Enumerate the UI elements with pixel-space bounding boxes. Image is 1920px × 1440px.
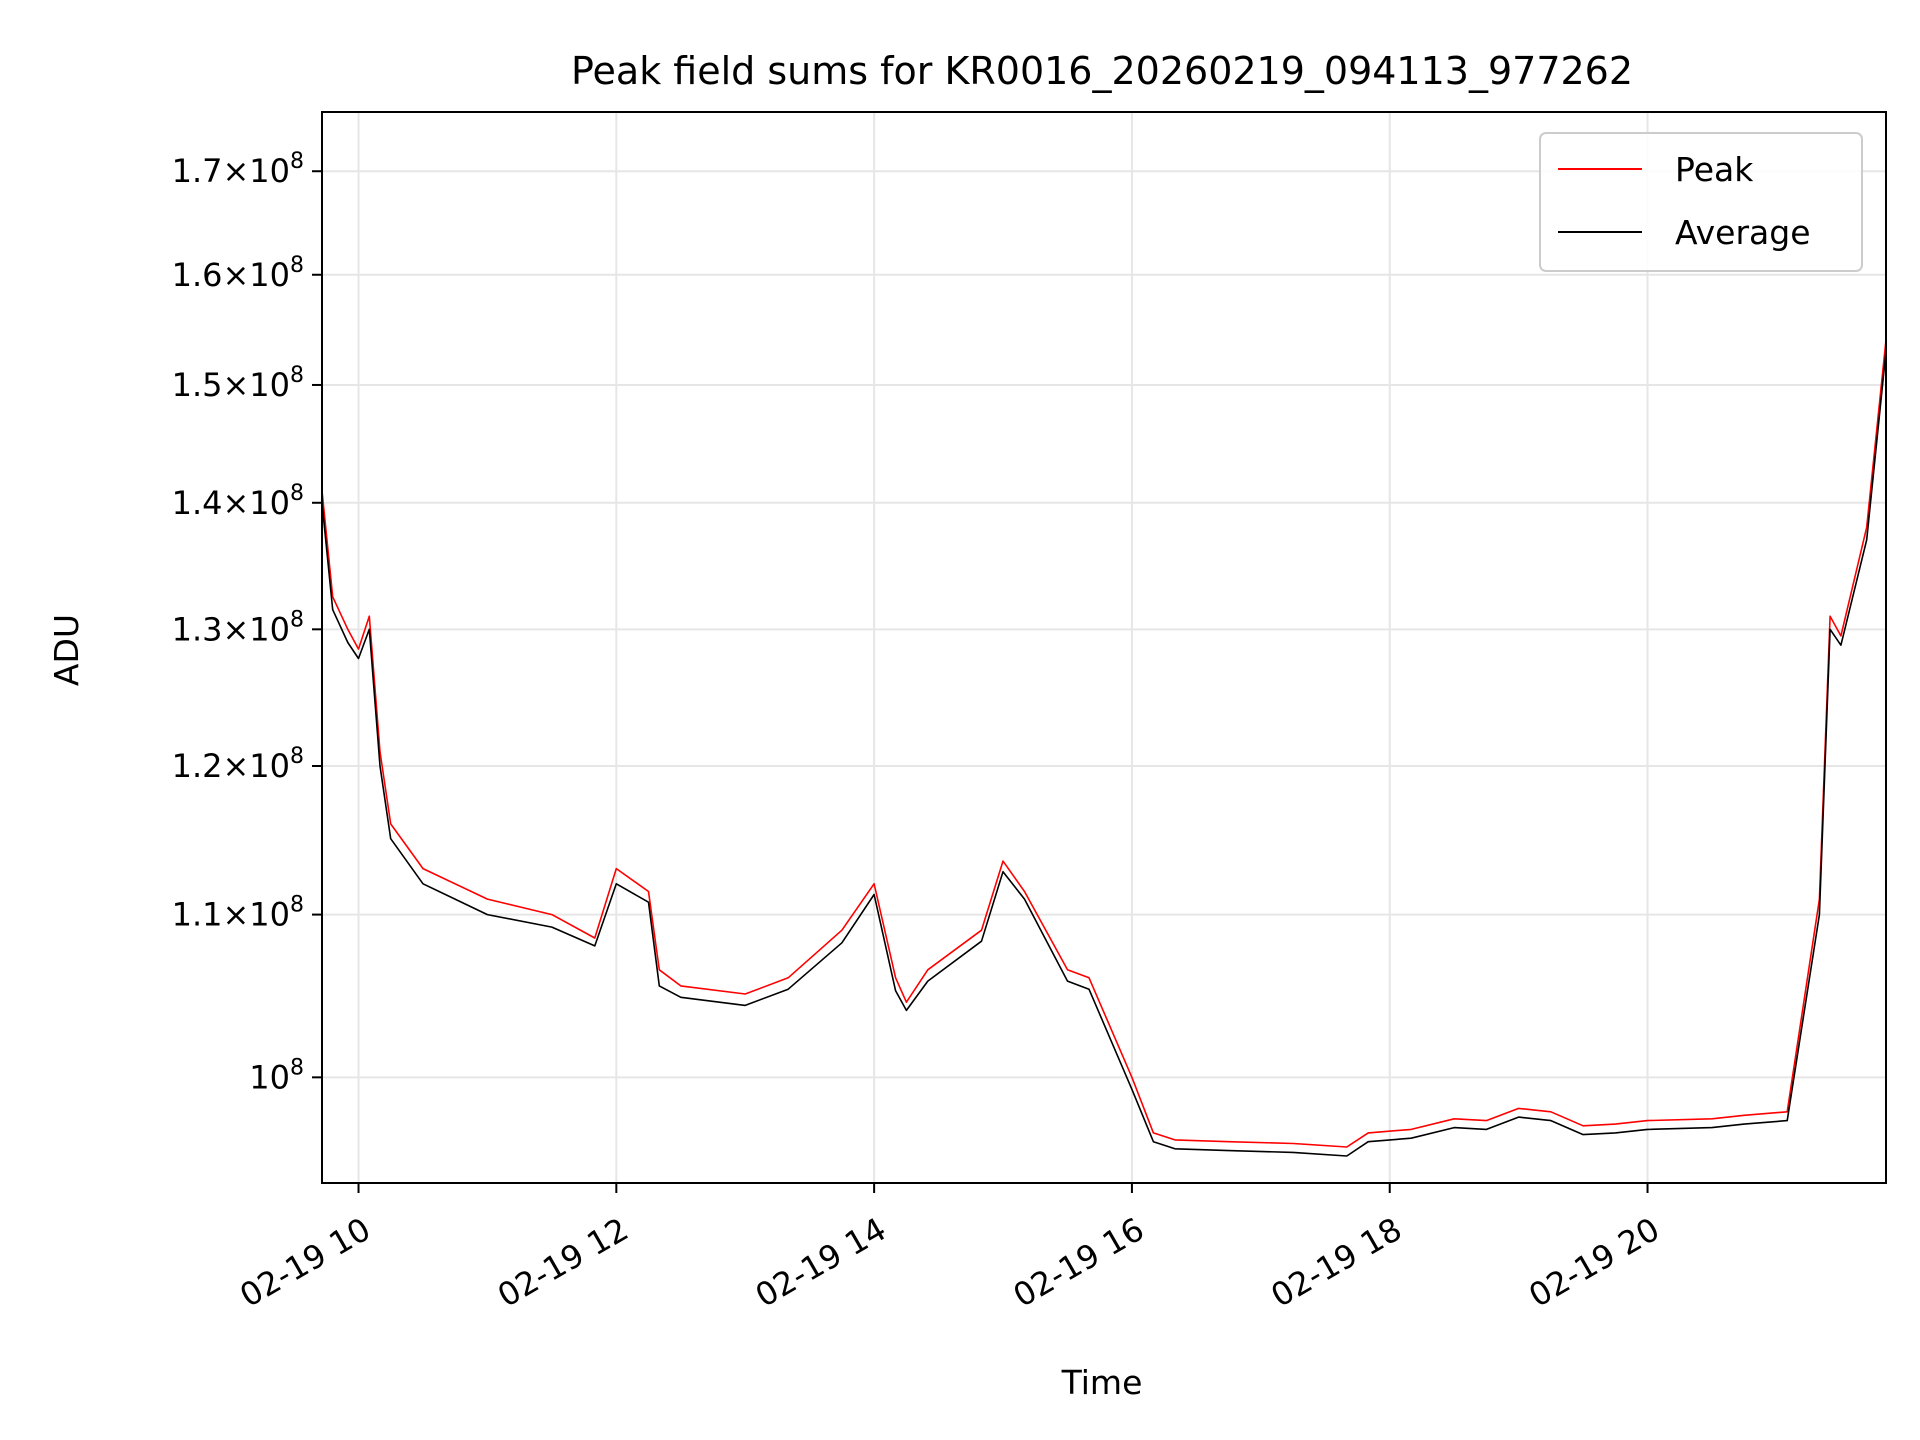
y-tick-label: 1.5×108 <box>172 363 304 404</box>
y-tick-label: 1.4×108 <box>172 481 304 522</box>
series-line-average <box>321 351 1887 1157</box>
y-axis-label: ADU <box>47 614 86 686</box>
y-tick-label: 1.3×108 <box>172 607 304 648</box>
y-tick-label: 1.6×108 <box>172 253 304 294</box>
plot-frame <box>321 111 1887 1184</box>
y-tick-label: 1.2×108 <box>172 744 304 785</box>
series-line-peak <box>321 339 1887 1148</box>
legend: Peak Average <box>1539 132 1863 272</box>
series-layer <box>321 339 1887 1157</box>
legend-box <box>1539 132 1863 272</box>
chart-title: Peak field sums for KR0016_20260219_0941… <box>571 49 1633 93</box>
x-axis-label: Time <box>1061 1363 1143 1402</box>
grid <box>322 112 1886 1183</box>
y-tick-label: 1.7×108 <box>172 149 304 190</box>
y-tick-label: 1.1×108 <box>172 893 304 934</box>
legend-label-peak: Peak <box>1675 150 1754 189</box>
y-tick-label: 108 <box>249 1055 304 1096</box>
y-axis: 108 1.1×108 1.2×108 1.3×108 1.4×108 1.5×108 1.… <box>172 149 322 1096</box>
legend-label-average: Average <box>1675 213 1811 252</box>
